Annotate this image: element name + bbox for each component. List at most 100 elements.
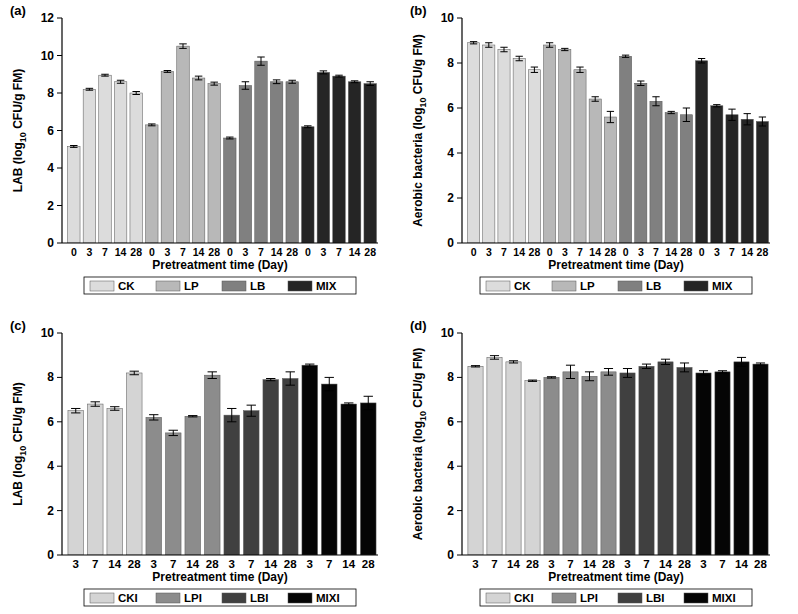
x-tick-label: 28 xyxy=(602,558,615,570)
error-bar xyxy=(683,108,690,122)
panel-label: (d) xyxy=(410,318,427,333)
error-bar xyxy=(325,377,334,390)
error-cap xyxy=(547,378,556,379)
error-bar xyxy=(188,416,197,417)
x-tick-label: 14 xyxy=(741,246,753,258)
bar xyxy=(68,411,84,555)
x-tick-label: 3 xyxy=(472,558,478,570)
error-bar xyxy=(756,363,765,365)
error-line xyxy=(153,415,154,420)
bar xyxy=(348,82,360,243)
error-cap xyxy=(652,96,659,97)
x-tick-label: 14 xyxy=(186,558,199,570)
error-cap xyxy=(547,376,556,377)
y-tick xyxy=(57,93,62,94)
x-tick-label: 14 xyxy=(507,558,520,570)
y-tick-label: 2 xyxy=(447,191,454,205)
error-cap xyxy=(71,412,80,413)
x-tick-label: 14 xyxy=(342,558,355,570)
error-cap xyxy=(604,375,613,376)
error-bar xyxy=(718,371,727,373)
legend: CKILPILBIMIXI xyxy=(480,589,752,606)
bar xyxy=(146,417,162,555)
y-tick xyxy=(457,555,462,556)
x-tick-label: 3 xyxy=(562,246,568,258)
y-axis-label: Aerobic bacteria (log10 CFU/g FM) xyxy=(411,34,428,227)
bar xyxy=(224,138,236,243)
bar xyxy=(165,433,181,555)
x-axis xyxy=(62,242,378,243)
error-bar xyxy=(91,402,100,406)
x-axis-label: Pretreatment time (Day) xyxy=(152,570,287,584)
bar xyxy=(364,84,376,243)
legend-label: LP xyxy=(580,280,595,292)
y-tick xyxy=(57,18,62,19)
legend-swatch xyxy=(288,593,312,603)
bar xyxy=(146,125,158,243)
error-bar xyxy=(566,365,575,378)
error-cap xyxy=(86,88,93,89)
bar xyxy=(130,93,142,243)
error-cap xyxy=(756,362,765,363)
error-cap xyxy=(509,360,518,361)
x-tick-label: 7 xyxy=(719,558,725,570)
y-tick-label: 4 xyxy=(47,459,54,473)
error-cap xyxy=(266,380,275,381)
panel: 0246810371428371428371428371428Pretreatm… xyxy=(410,318,770,606)
bar xyxy=(99,75,111,243)
error-cap xyxy=(546,47,553,48)
y-tick xyxy=(57,421,62,422)
error-line xyxy=(251,405,252,416)
error-cap xyxy=(622,55,629,56)
error-bar xyxy=(576,67,583,72)
bar xyxy=(544,377,559,555)
error-bar xyxy=(132,92,139,95)
error-line xyxy=(534,67,535,72)
x-tick-label: 28 xyxy=(526,558,539,570)
panel: 0246810120371428037142803714280371428Pre… xyxy=(10,3,378,294)
error-cap xyxy=(110,410,119,411)
bar xyxy=(68,146,80,243)
error-cap xyxy=(604,368,613,369)
y-label-part: Aerobic bacteria (log xyxy=(411,107,425,226)
error-bar xyxy=(668,111,675,113)
error-cap xyxy=(320,70,327,71)
error-bar xyxy=(335,75,342,77)
error-cap xyxy=(718,372,727,373)
error-bar xyxy=(266,379,275,381)
error-bar xyxy=(208,372,217,379)
error-line xyxy=(640,81,641,86)
x-axis-label: Pretreatment time (Day) xyxy=(152,258,287,272)
error-cap xyxy=(607,111,614,112)
legend-label: LPI xyxy=(184,592,202,604)
bar xyxy=(513,59,525,244)
x-tick-label: 0 xyxy=(623,246,629,258)
x-tick-label: 7 xyxy=(567,558,573,570)
bar xyxy=(468,366,483,555)
y-tick xyxy=(457,153,462,154)
error-cap xyxy=(227,421,236,422)
error-cap xyxy=(561,50,568,51)
error-cap xyxy=(680,362,689,363)
bar xyxy=(711,106,723,243)
legend-box xyxy=(84,589,356,606)
error-bar xyxy=(71,408,80,412)
x-tick-label: 0 xyxy=(227,246,233,258)
error-cap xyxy=(699,375,708,376)
legend-swatch xyxy=(156,593,180,603)
error-line xyxy=(747,114,748,125)
error-cap xyxy=(623,377,632,378)
error-bar xyxy=(728,109,735,120)
bar xyxy=(83,89,95,243)
y-tick-label: 4 xyxy=(47,161,54,175)
error-bar xyxy=(759,117,766,126)
error-cap xyxy=(208,378,217,379)
bar xyxy=(483,45,495,243)
error-cap xyxy=(698,58,705,59)
error-cap xyxy=(304,125,311,126)
bar xyxy=(243,411,259,555)
marks xyxy=(468,356,768,555)
error-cap xyxy=(623,368,632,369)
marks xyxy=(468,42,769,243)
error-cap xyxy=(490,355,499,356)
